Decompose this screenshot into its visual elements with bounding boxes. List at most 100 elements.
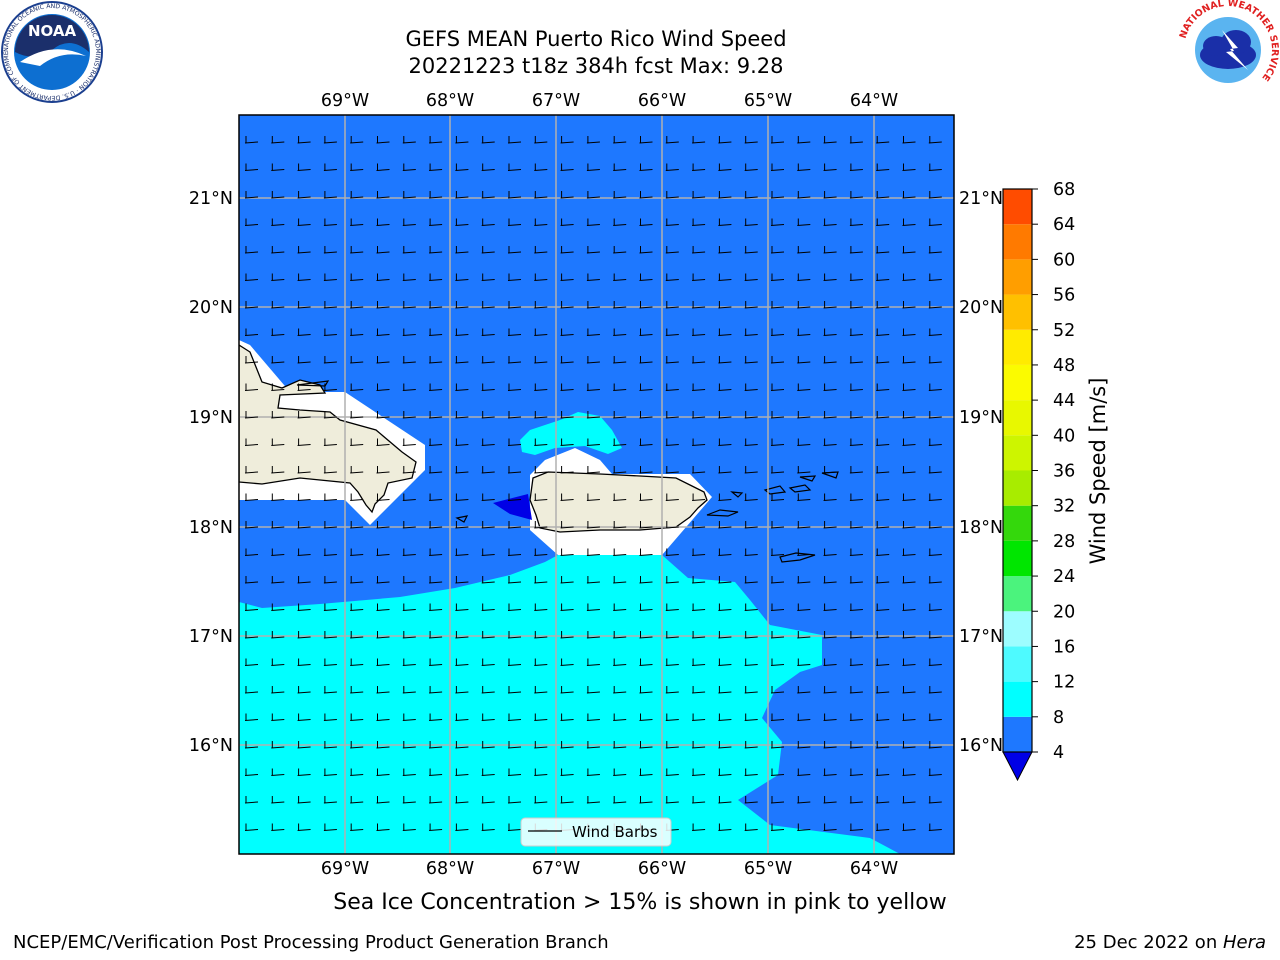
wind-barb [481,768,495,776]
wind-barb [586,356,600,364]
wind-barb [718,658,732,666]
wind-barb [376,328,390,336]
wind-barb [297,328,311,336]
legend-label: Wind Barbs [572,823,658,841]
wind-barb [455,136,469,144]
wind-barb [718,603,732,611]
wind-barb [613,273,627,281]
wind-barb [323,411,337,419]
wind-barb [455,466,469,474]
wind-barb [350,713,364,721]
wind-barb [823,136,837,144]
wind-barb [560,713,574,721]
wind-barb [849,466,863,474]
wind-barb [823,493,837,501]
wind-barb [271,246,285,254]
wind-barb [770,768,785,776]
wind-barb [455,356,469,364]
wind-barb [534,163,548,171]
wind-barb [323,301,337,309]
colorbar-tick-label: 40 [1053,426,1075,446]
wind-barb [297,218,311,226]
colorbar-band [1003,224,1032,260]
wind-barb [928,273,942,281]
wind-barb [902,218,916,226]
colorbar-band [1003,646,1032,682]
wind-barb [507,713,522,721]
wind-barb [534,466,548,474]
wind-barb [350,603,364,611]
lat-label-right: 20°N [959,298,1003,318]
wind-barb [534,768,548,776]
wind-barb [639,548,653,556]
wind-barb [849,438,863,446]
lat-label-left: 20°N [189,298,233,318]
wind-barb [429,136,443,144]
wind-barb [744,218,758,226]
wind-barb [429,686,443,694]
wind-barb [928,191,942,199]
wind-barb [718,548,732,556]
wind-barb [507,796,522,804]
wind-barb [849,823,863,831]
lat-label-right: 18°N [959,518,1003,538]
wind-barb [613,603,627,611]
wind-barb [613,493,627,501]
wind-barb [665,218,679,226]
wind-barb [560,411,574,419]
wind-barb [271,603,285,611]
wind-barb [376,136,390,144]
lon-label-bottom: 69°W [321,859,369,879]
wind-field-below-4 [493,494,532,520]
wind-barb [849,191,863,199]
wind-barb [429,603,443,611]
wind-barb [481,631,495,639]
wind-barb [744,548,758,556]
wind-barb [928,301,942,309]
wind-barb [744,796,758,804]
wind-barb [586,576,600,584]
colorbar-label: Wind Speed [m/s] [1086,378,1110,565]
wind-barb [376,493,390,501]
wind-barb [744,493,758,501]
wind-barb [507,686,522,694]
wind-barb [586,686,600,694]
wind-barb [665,768,679,776]
wind-barb [639,218,653,226]
wind-barb [244,631,259,639]
wind-barb [797,328,811,336]
wind-barb [429,273,443,281]
wind-barb [692,191,706,199]
wind-barb [902,713,916,721]
wind-barb [402,218,416,226]
wind-barb [902,163,916,171]
wind-barb [692,713,706,721]
wind-barb [376,713,390,721]
wind-barb [429,383,443,391]
wind-barb [560,466,574,474]
wind-barb [323,548,337,556]
wind-barb [429,163,443,171]
wind-barbs-legend: Wind Barbs [520,817,672,847]
wind-barb [876,246,890,254]
wind-barb [323,356,337,364]
wind-barb [744,356,758,364]
wind-barb [481,521,495,529]
wind-barb [613,796,627,804]
sea-ice-note: Sea Ice Concentration > 15% is shown in … [333,890,947,915]
lon-label-top: 68°W [426,91,474,111]
lon-label-bottom: 68°W [426,859,474,879]
wind-barb [376,191,390,199]
wind-barb [244,301,259,309]
wind-barb [718,411,732,419]
colorbar-tick-label: 16 [1053,637,1075,657]
wind-barb [744,713,758,721]
wind-barb [455,383,469,391]
wind-barb [481,218,495,226]
wind-barb [244,438,259,446]
wind-barb [402,741,416,749]
wind-barb [323,383,337,391]
lightning-icon [1222,30,1248,70]
wind-barb [586,438,600,446]
wind-barb [876,191,890,199]
